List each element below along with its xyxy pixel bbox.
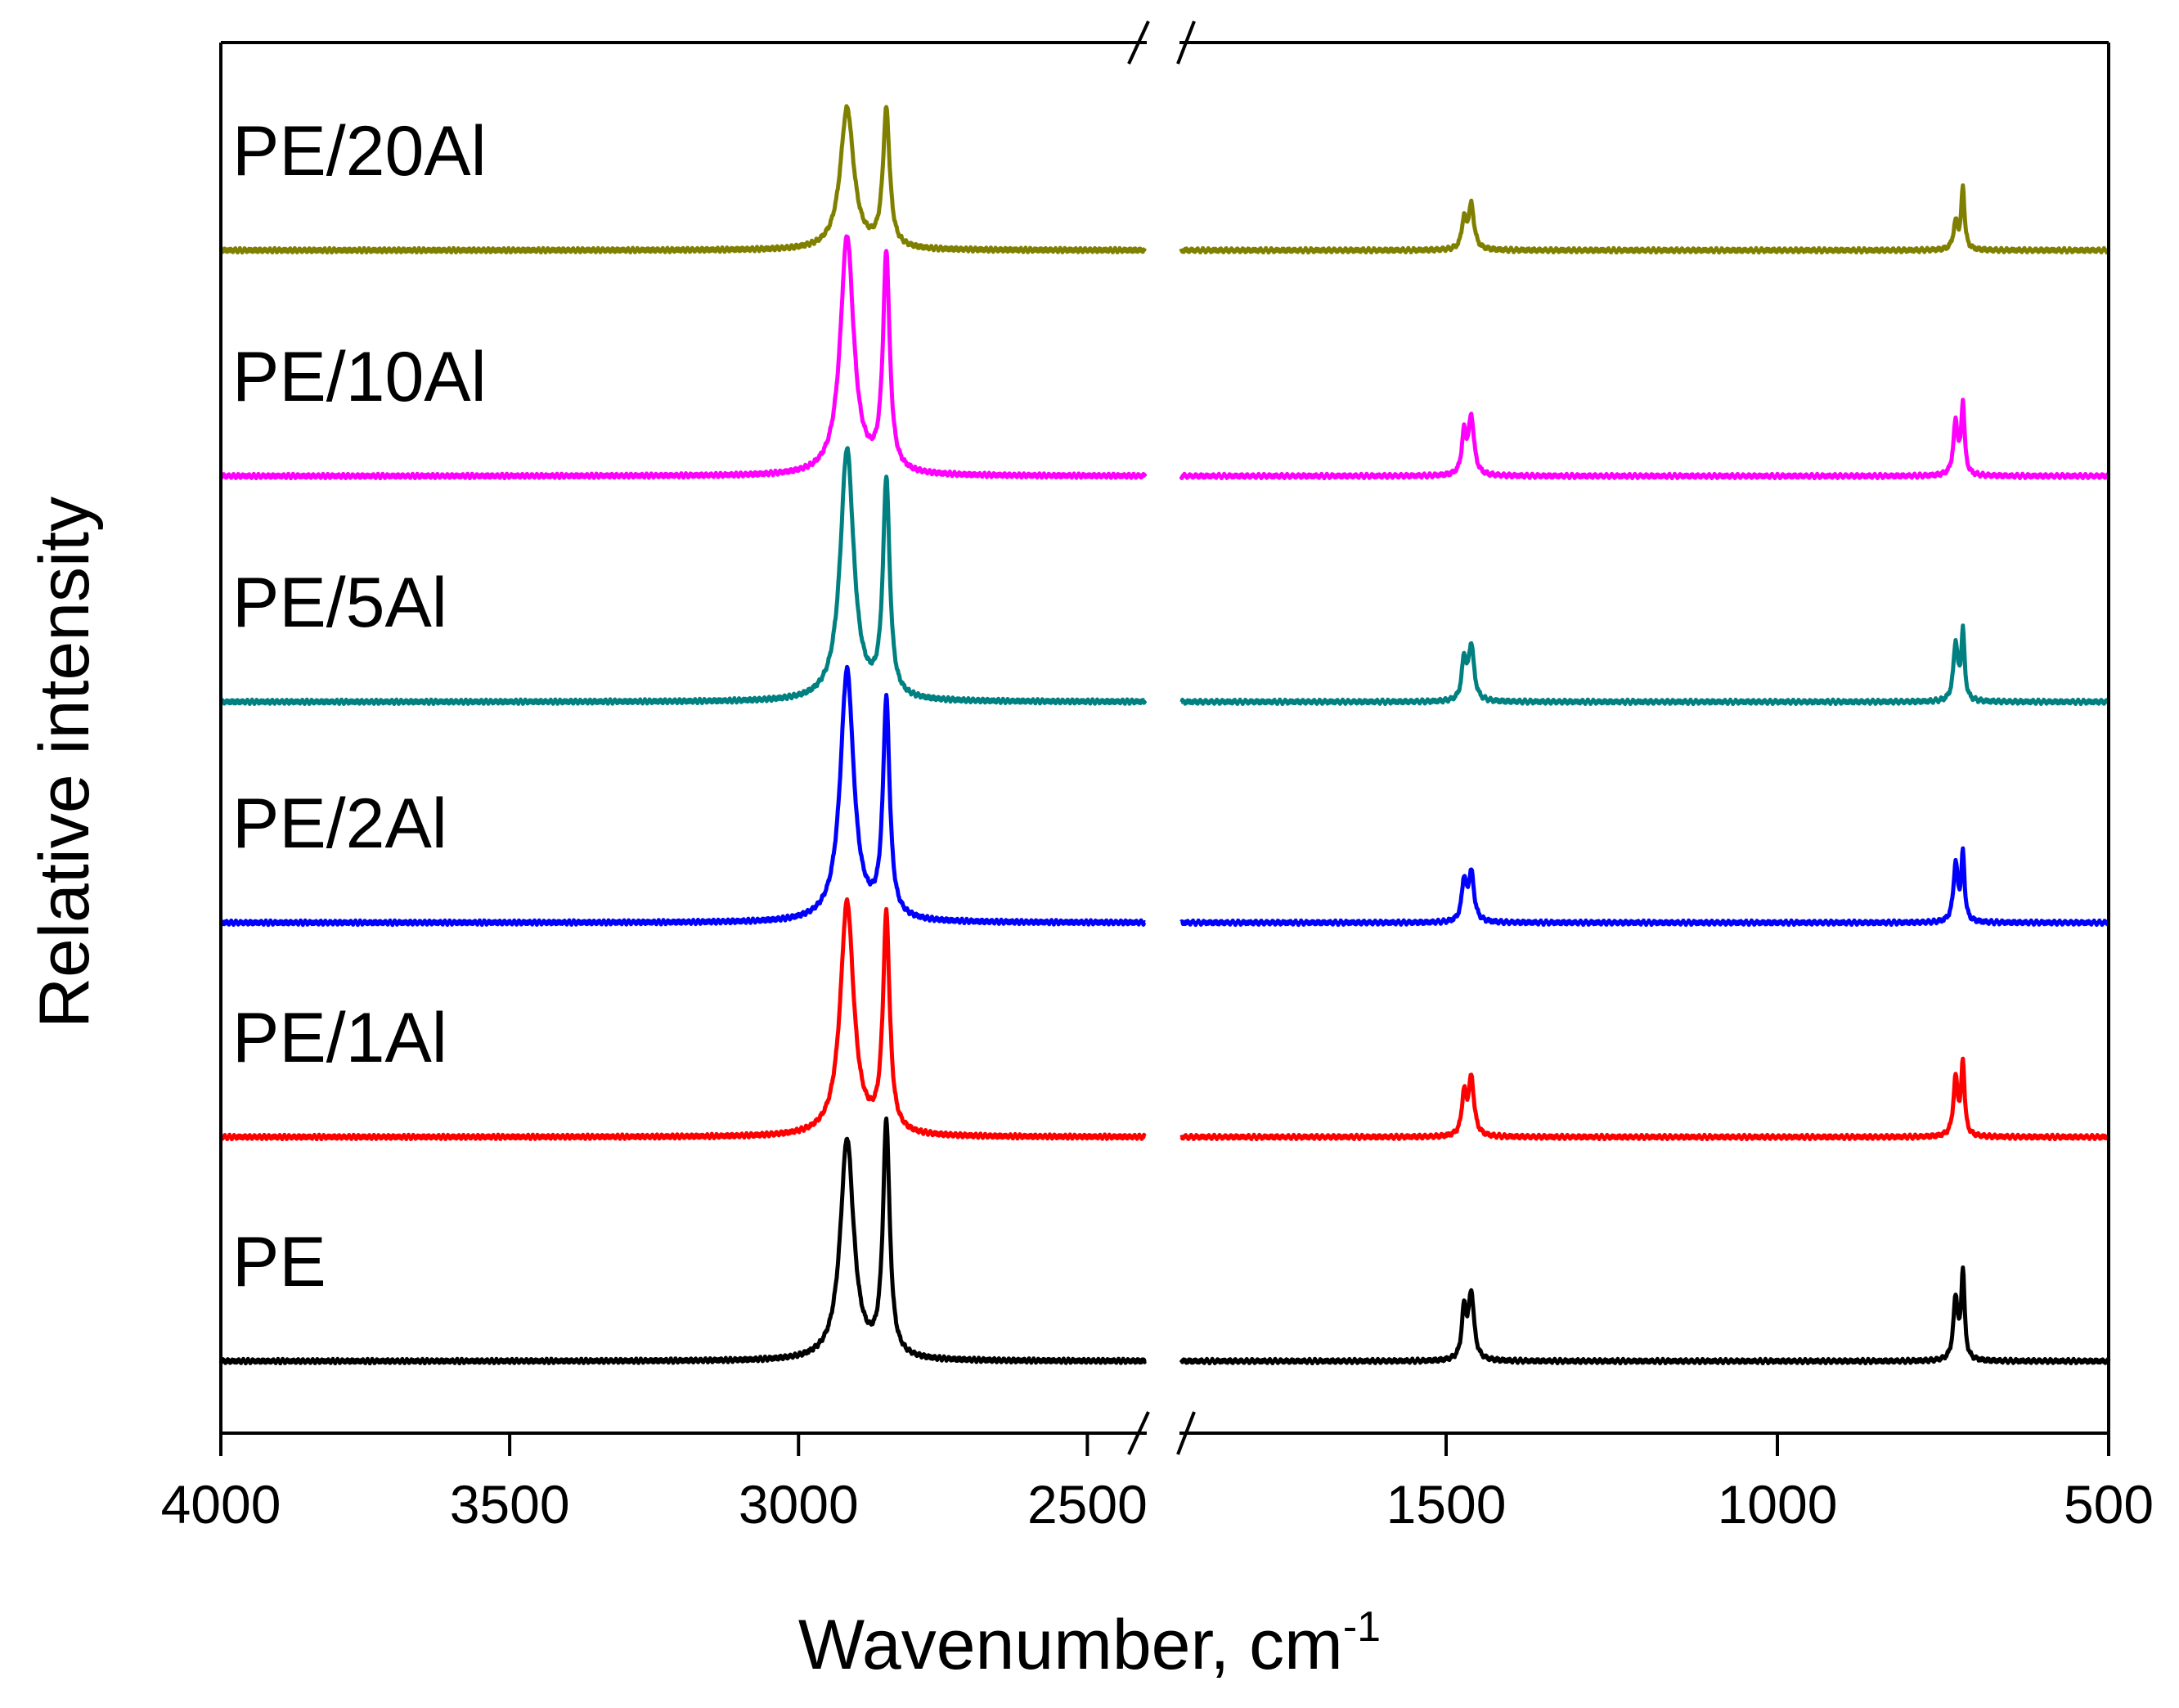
y-axis-title: Relative intensity xyxy=(25,497,104,1028)
x-tick-label: 1500 xyxy=(1386,1474,1507,1535)
x-axis-title-text: Wavenumber, cm xyxy=(798,1606,1343,1684)
series-line-pe-1al-high xyxy=(219,897,1147,1142)
x-tick-label: 2500 xyxy=(1027,1474,1148,1535)
x-axis-title-superscript: -1 xyxy=(1343,1603,1381,1651)
series-line-pe-high xyxy=(218,1116,1148,1366)
series-line-pe-2al-low xyxy=(1179,846,2111,928)
series-line-pe-5al-high xyxy=(219,446,1148,706)
series-line-pe-10al-low xyxy=(1179,398,2111,481)
series-labels: PE PE/1Al PE/2Al PE/5Al PE/10Al PE/20Al xyxy=(232,112,487,1301)
plot-frame xyxy=(219,20,2110,1455)
series-label: PE/10Al xyxy=(232,338,487,416)
spectra-traces xyxy=(218,104,2111,1366)
series-line-pe-low xyxy=(1179,1265,2111,1366)
series-line-pe-10al-high xyxy=(218,234,1148,481)
series-label: PE/20Al xyxy=(232,112,487,191)
x-tick-label: 500 xyxy=(2064,1474,2154,1535)
x-axis-title: Wavenumber, cm-1 xyxy=(798,1603,1381,1684)
series-line-pe-20al-high xyxy=(218,104,1148,255)
series-label: PE xyxy=(232,1223,326,1301)
series-label: PE/5Al xyxy=(232,564,447,642)
series-line-pe-1al-low xyxy=(1179,1056,2110,1142)
series-line-pe-5al-low xyxy=(1179,623,2110,707)
x-tick-label: 1000 xyxy=(1718,1474,1838,1535)
axis-break-mark-top-1 xyxy=(1127,20,1150,65)
series-label: PE/1Al xyxy=(232,999,447,1077)
axis-break-mark-bottom-2 xyxy=(1176,1411,1196,1455)
x-axis-ticks: 4000 3500 3000 2500 1500 1000 500 xyxy=(161,1433,2154,1535)
axis-break-mark-bottom-1 xyxy=(1127,1411,1150,1455)
series-line-pe-20al-low xyxy=(1179,183,2110,255)
x-tick-label: 3000 xyxy=(739,1474,859,1535)
axis-break-mark-top-2 xyxy=(1176,20,1196,65)
series-line-pe-2al-high xyxy=(219,664,1147,928)
series-label: PE/2Al xyxy=(232,784,447,863)
x-tick-label: 3500 xyxy=(450,1474,570,1535)
x-tick-label: 4000 xyxy=(161,1474,281,1535)
